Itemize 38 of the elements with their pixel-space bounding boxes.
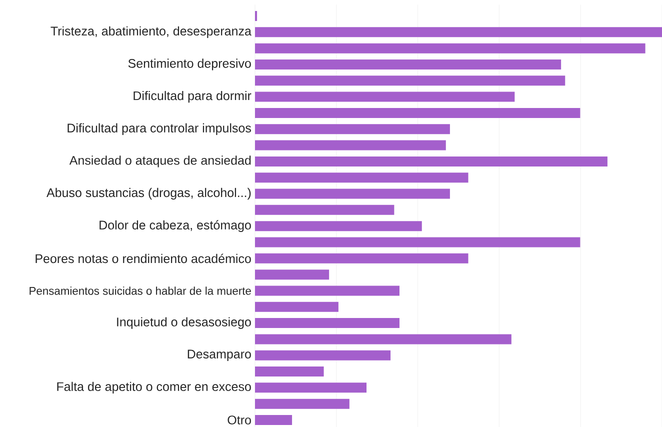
bar [255,302,338,312]
bar [255,318,400,328]
bar [255,43,646,54]
bar [255,253,468,264]
bar [255,92,515,102]
bar [255,76,566,86]
y-tick-label: Pensamientos suicidas o hablar de la muerte [30,286,251,295]
y-tick-label: Dificultad para controlar impulsos [68,123,251,135]
y-tick-label: Otro [228,416,251,424]
bar [255,270,330,280]
y-tick-label: Dolor de cabeza, estómago [100,220,251,232]
bar [255,334,512,344]
y-tick-label: Inquietud o desasosiego [117,317,251,329]
bar [255,286,400,296]
bar [255,140,446,150]
bar [255,172,468,183]
bar [255,350,391,360]
y-tick-label: Peores notas o rendimiento académico [36,254,251,264]
y-tick-label: Abuso sustancias (drogas, alcohol...) [46,188,251,200]
y-tick-label: Tristeza, abatimiento, desesperanza [50,26,252,38]
bar [255,27,662,38]
bar [255,398,350,409]
bar [255,237,580,248]
y-tick-label: Sentimiento depresivo [128,58,251,70]
bar [255,156,608,166]
bar [255,382,367,393]
bar [255,108,580,118]
bar [255,204,394,215]
bar [255,221,422,232]
y-tick-label: Falta de apetito o comer en exceso [57,382,251,394]
bar [255,366,324,377]
y-tick-label: Dificultad para dormir [134,90,252,103]
bar [255,124,450,134]
bar [255,415,292,426]
bar [255,188,450,199]
y-tick-label: Desamparo [188,350,251,361]
bar [255,59,562,70]
y-tick-label: Ansiedad o ataques de ansiedad [69,156,251,168]
